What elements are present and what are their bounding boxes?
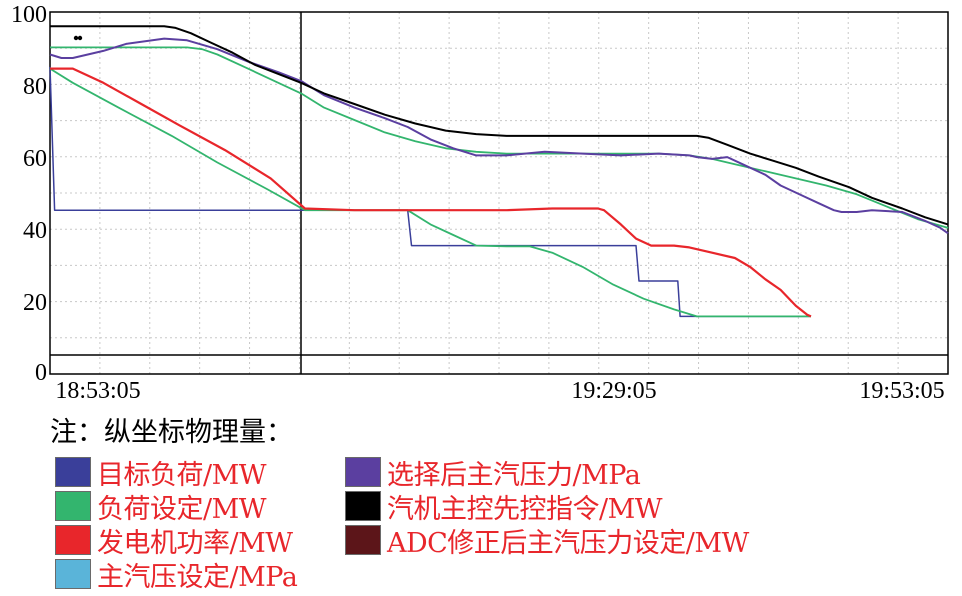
legend-label: 负荷设定/MW bbox=[97, 493, 267, 525]
legend-entry: ADC修正后主汽压力设定/MW bbox=[345, 525, 749, 559]
legend-swatch bbox=[55, 559, 91, 589]
series-line-generator-power bbox=[50, 67, 812, 318]
legend-entry: 汽机主控先控指令/MW bbox=[345, 491, 663, 525]
legend-label: 发电机功率/MW bbox=[97, 527, 293, 559]
series-line-target-load bbox=[49, 66, 811, 318]
plot-frame bbox=[49, 11, 949, 375]
x-tick-label: 19:29:05 bbox=[571, 378, 656, 404]
legend-label: 主汽压设定/MPa bbox=[97, 561, 298, 593]
marker-dot bbox=[73, 35, 79, 41]
legend-swatch bbox=[345, 491, 381, 521]
axis-note: 注：纵坐标物理量： bbox=[50, 417, 293, 448]
y-tick-label: 40 bbox=[23, 218, 47, 244]
legend-swatch bbox=[55, 525, 91, 555]
legend-swatch bbox=[55, 457, 91, 487]
series-line-green-upper bbox=[50, 46, 949, 229]
x-tick-label: 19:53:05 bbox=[859, 378, 944, 404]
legend-swatch bbox=[345, 525, 381, 555]
y-tick-label: 0 bbox=[35, 360, 47, 386]
marker-dot bbox=[77, 35, 83, 41]
legend-label: 汽机主控先控指令/MW bbox=[387, 493, 663, 525]
grid-lines bbox=[50, 12, 948, 374]
legend-label: 选择后主汽压力/MPa bbox=[387, 459, 641, 491]
series-line-main-steam-pressure bbox=[49, 37, 949, 235]
y-tick-label: 60 bbox=[23, 146, 47, 172]
series-line-load-setpoint bbox=[49, 67, 811, 318]
legend-entry: 目标负荷/MW bbox=[55, 457, 267, 491]
legend-label: 目标负荷/MW bbox=[97, 459, 267, 491]
legend-entry: 发电机功率/MW bbox=[55, 525, 293, 559]
legend-swatch bbox=[345, 457, 381, 487]
y-tick-label: 80 bbox=[23, 74, 47, 100]
legend-swatch bbox=[55, 491, 91, 521]
series-line-turbine-command bbox=[50, 25, 949, 226]
legend-entry: 选择后主汽压力/MPa bbox=[345, 457, 641, 491]
x-tick-label: 18:53:05 bbox=[55, 378, 140, 404]
y-tick-label: 100 bbox=[11, 2, 47, 28]
series-layer bbox=[49, 25, 949, 318]
legend-entry: 主汽压设定/MPa bbox=[55, 559, 298, 593]
legend-entry: 负荷设定/MW bbox=[55, 491, 267, 525]
y-tick-label: 20 bbox=[23, 290, 47, 316]
legend-label: ADC修正后主汽压力设定/MW bbox=[387, 527, 749, 559]
